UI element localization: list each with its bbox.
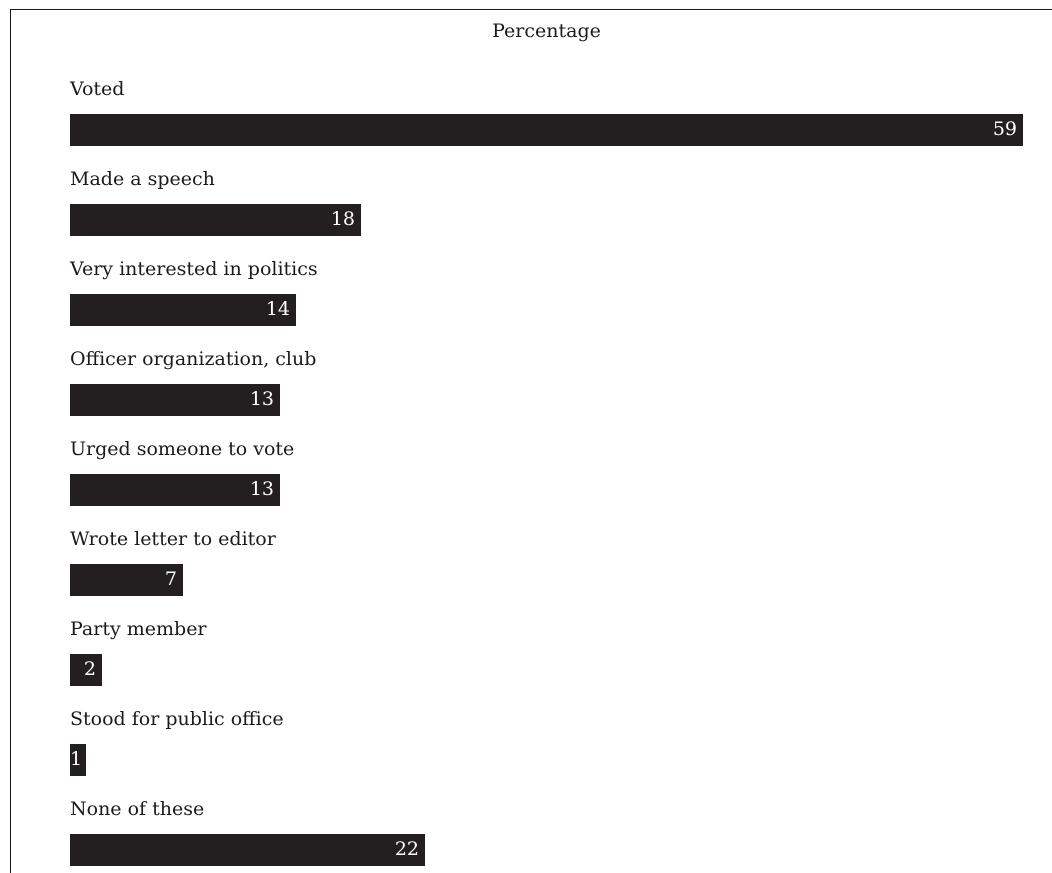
bar (70, 114, 1023, 146)
category-label: Officer organization, club (70, 348, 317, 370)
frame-left-border (10, 9, 11, 873)
category-label: None of these (70, 798, 205, 820)
category-label: Urged someone to vote (70, 438, 295, 460)
bar (70, 744, 86, 776)
bar (70, 834, 425, 866)
bar (70, 654, 102, 686)
bar (70, 474, 280, 506)
bar (70, 204, 361, 236)
chart-title: Percentage (492, 20, 601, 42)
category-label: Stood for public office (70, 708, 284, 730)
bar (70, 564, 183, 596)
category-label: Voted (70, 78, 125, 100)
category-label: Made a speech (70, 168, 215, 190)
bar-value-label: 14 (265, 298, 290, 320)
bar (70, 384, 280, 416)
bar-value-label: 13 (249, 478, 274, 500)
frame-top-border (10, 9, 1052, 10)
category-label: Wrote letter to editor (70, 528, 276, 550)
bar-value-label: 1 (70, 748, 83, 770)
bar-value-label: 22 (394, 838, 419, 860)
category-label: Party member (70, 618, 207, 640)
bar-value-label: 2 (83, 658, 96, 680)
bar-value-label: 7 (164, 568, 177, 590)
bar-value-label: 13 (249, 388, 274, 410)
category-label: Very interested in politics (70, 258, 318, 280)
bar-value-label: 18 (330, 208, 355, 230)
bar (70, 294, 296, 326)
bar-value-label: 59 (992, 118, 1017, 140)
